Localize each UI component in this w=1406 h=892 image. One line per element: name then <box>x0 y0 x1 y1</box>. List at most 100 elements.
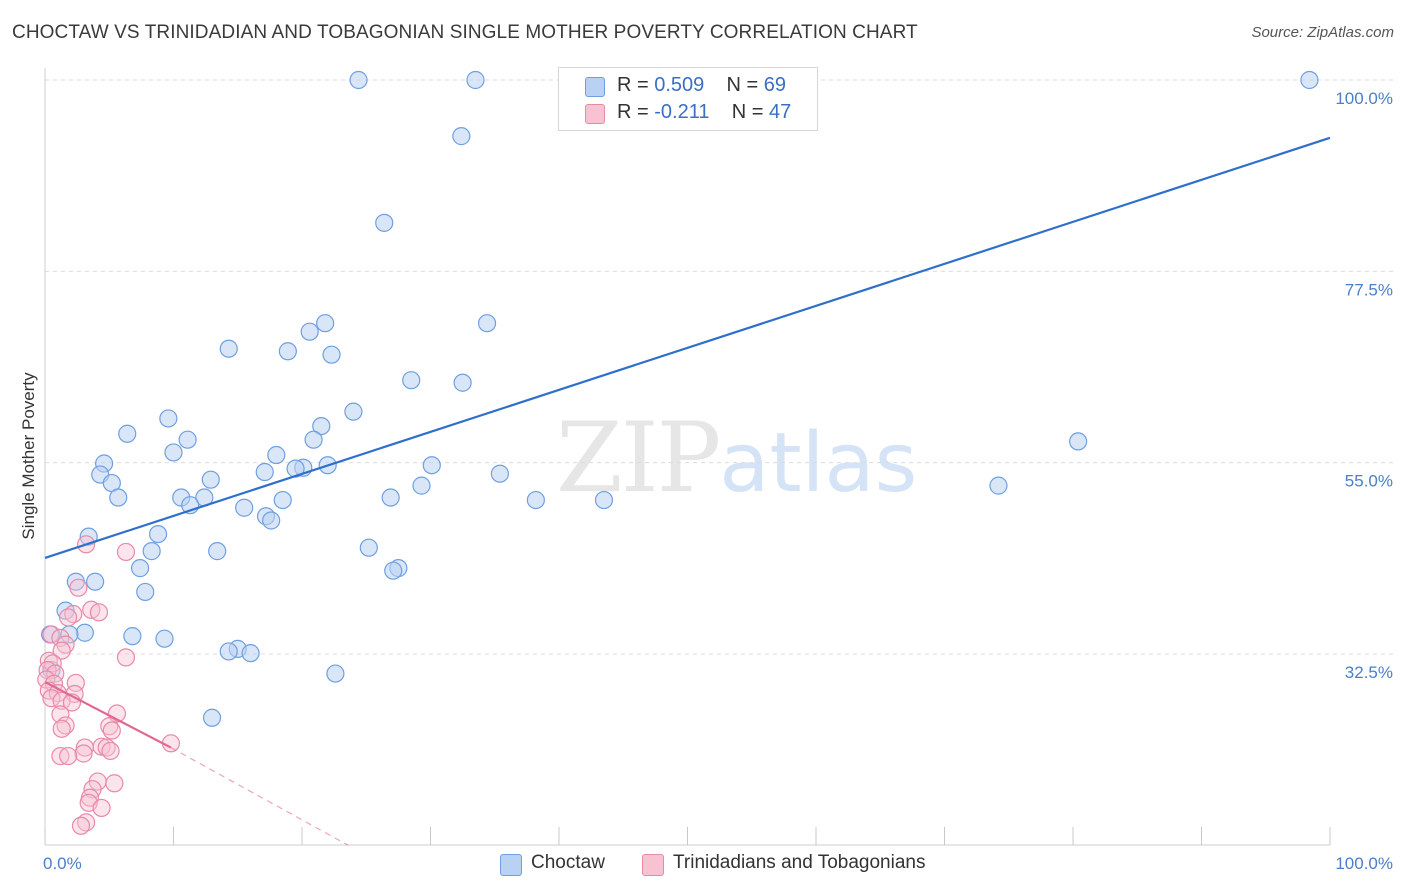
y-tick-label: 32.5% <box>1345 663 1393 682</box>
y-tick-label: 55.0% <box>1345 472 1393 491</box>
trinidadian-point <box>69 578 88 597</box>
legend-n-label: N = <box>731 101 769 123</box>
choctaw-point <box>159 409 178 428</box>
choctaw-point <box>273 490 292 510</box>
trinidadian-point <box>92 798 111 818</box>
choctaw-point <box>86 572 105 591</box>
choctaw-point <box>262 511 281 530</box>
choctaw-point <box>1300 70 1319 90</box>
choctaw-trend-line <box>44 136 1331 559</box>
choctaw-point <box>219 339 238 358</box>
choctaw-point <box>130 559 150 578</box>
choctaw-point <box>490 464 509 483</box>
choctaw-point <box>123 627 142 646</box>
legend-n-label: N = <box>726 74 764 96</box>
watermark-zip: ZIP <box>556 402 721 514</box>
choctaw-point <box>241 644 260 663</box>
choctaw-point <box>453 373 472 392</box>
choctaw-point <box>75 623 94 642</box>
choctaw-point <box>255 462 274 482</box>
trinidadian-point <box>116 542 136 562</box>
choctaw-point <box>466 70 485 90</box>
choctaw-point <box>278 342 297 361</box>
trinidadian-point <box>71 816 91 835</box>
choctaw-point <box>381 488 400 507</box>
trend-lines <box>44 136 1331 846</box>
trinidadian-point <box>102 721 121 740</box>
legend-r-value: -0.211 <box>654 101 710 123</box>
choctaw-point <box>375 213 394 232</box>
choctaw-point <box>402 371 421 390</box>
choctaw-points <box>41 70 1319 727</box>
choctaw-point <box>359 538 378 557</box>
gridlines <box>45 79 1394 655</box>
choctaw-point <box>155 629 174 648</box>
series-label-choctaw: Choctaw <box>531 852 605 873</box>
axis-labels: 32.5% 55.0% 77.5% 100.0% 0.0% 100.0% Single Mo… <box>19 89 1393 873</box>
series-swatch-trinidadian <box>642 854 664 876</box>
trinidadian-point <box>101 741 120 761</box>
choctaw-point <box>267 445 286 465</box>
trinidadian-point <box>51 705 70 724</box>
choctaw-point <box>219 642 238 661</box>
choctaw-point <box>322 345 341 364</box>
trinidadian-point <box>116 648 136 667</box>
y-tick-label: 77.5% <box>1345 280 1393 299</box>
trinidadian-point <box>52 719 71 738</box>
trinidadian-point <box>59 608 78 627</box>
legend-n-value: 69 <box>763 74 787 96</box>
choctaw-point <box>594 490 614 510</box>
legend-r-label: R = <box>617 101 655 123</box>
choctaw-point <box>326 664 345 683</box>
series-legend: Choctaw Trinidadians and Tobagonians <box>0 852 1406 878</box>
choctaw-point <box>384 561 403 580</box>
trinidadian-point <box>52 641 71 660</box>
y-axis-title: Single Mother Poverty <box>19 372 38 540</box>
choctaw-point <box>109 488 128 507</box>
legend-r-label: R = <box>617 74 655 96</box>
axes <box>44 68 1331 846</box>
source-label: Source: ZipAtlas.com <box>1251 24 1394 41</box>
choctaw-point <box>526 490 545 510</box>
trinidadian-point <box>51 746 70 766</box>
trinidadian-point <box>89 603 109 622</box>
series-swatch-choctaw <box>500 854 522 876</box>
trinidadian-points <box>37 535 181 835</box>
trinidadian-point <box>74 744 93 763</box>
watermark-atlas: atlas <box>719 416 918 511</box>
choctaw-point <box>202 708 222 727</box>
choctaw-point <box>300 322 319 341</box>
legend-n-value: 47 <box>768 101 792 123</box>
choctaw-point <box>136 582 155 602</box>
trinidadian-point <box>59 746 78 766</box>
legend-swatch-trinidadian <box>585 104 605 124</box>
trinidadian-trend-line <box>44 681 172 749</box>
choctaw-point <box>477 314 497 333</box>
legend-r-value: 0.509 <box>654 74 705 96</box>
trinidadian-point <box>75 738 94 757</box>
choctaw-point <box>349 70 368 90</box>
legend-swatch-choctaw <box>585 77 605 97</box>
choctaw-point <box>422 456 441 475</box>
choctaw-point <box>118 424 137 443</box>
choctaw-point <box>312 417 331 436</box>
choctaw-point <box>178 430 197 449</box>
choctaw-point <box>235 498 254 517</box>
trinidadian-point <box>105 774 124 793</box>
choctaw-point <box>1069 432 1088 451</box>
trinidadian-trend-extension <box>170 747 349 846</box>
choctaw-point <box>344 402 363 421</box>
correlation-legend: R = 0.509 N = 69 R = -0.211 N = 47 <box>558 67 818 131</box>
trinidadian-point <box>64 604 83 624</box>
watermark: ZIPatlas <box>556 402 917 514</box>
chart-title: CHOCTAW VS TRINIDADIAN AND TOBAGONIAN SI… <box>12 22 918 43</box>
choctaw-point <box>412 476 431 495</box>
series-label-trinidadian: Trinidadians and Tobagonians <box>673 852 926 873</box>
choctaw-point <box>142 542 161 561</box>
choctaw-point <box>208 542 227 561</box>
choctaw-point <box>164 443 183 462</box>
x-tick-label: 100.0% <box>1335 854 1393 873</box>
choctaw-point <box>316 314 335 333</box>
trinidadian-point <box>77 813 96 832</box>
